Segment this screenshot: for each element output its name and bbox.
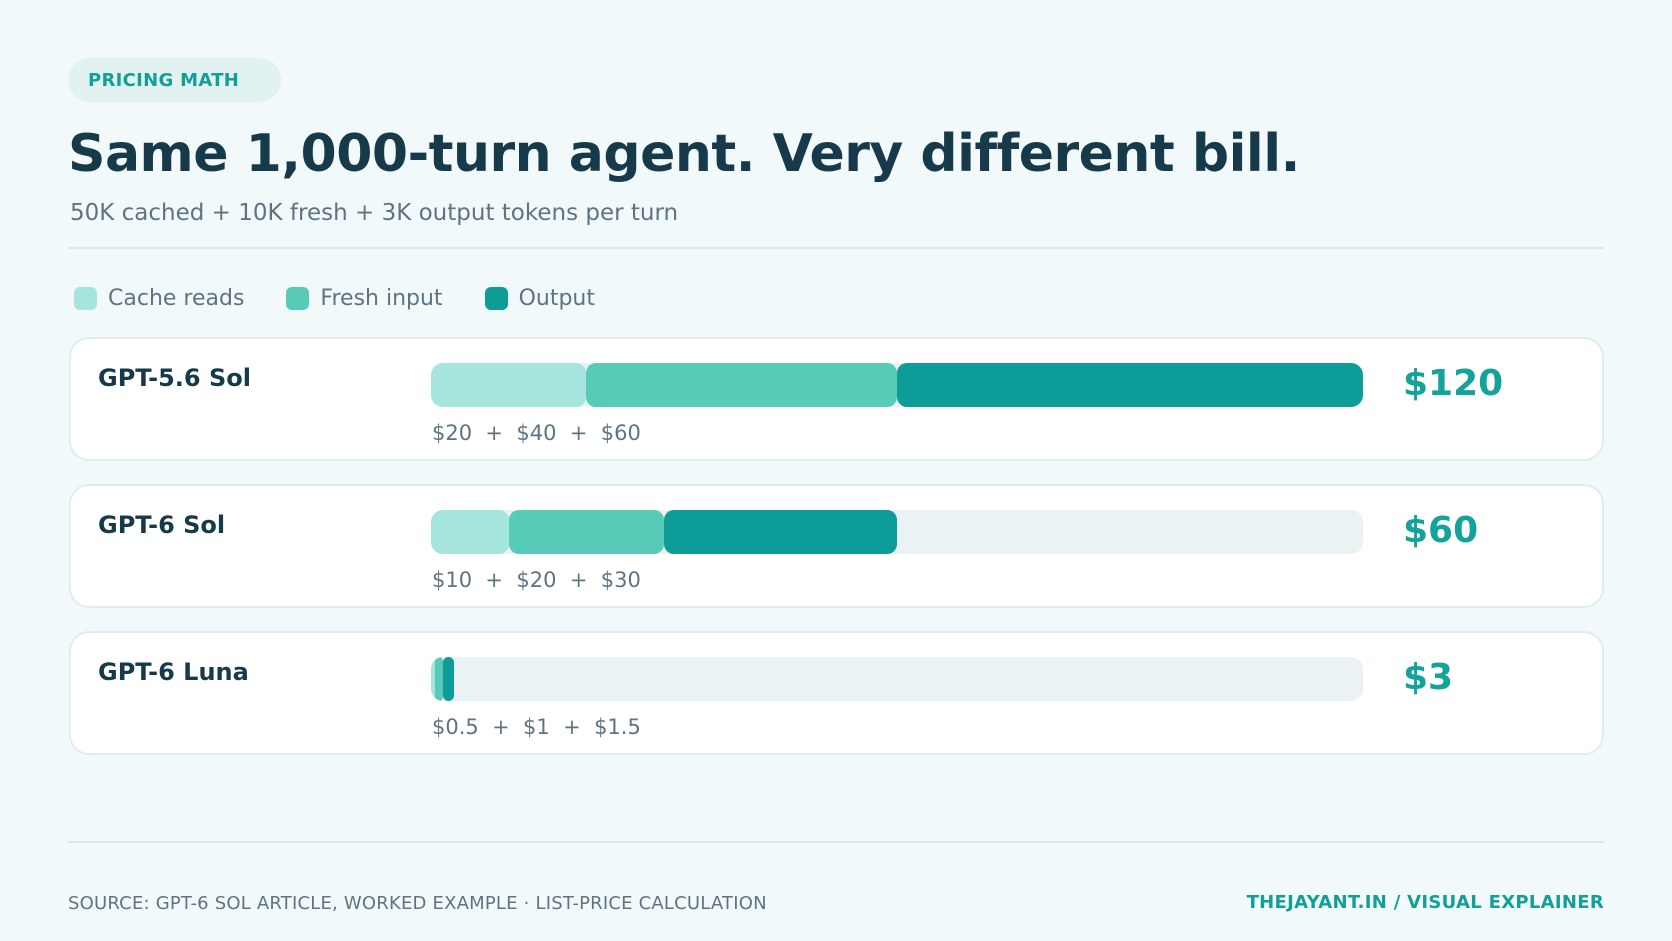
cost-breakdown: $20 + $40 + $60: [432, 421, 641, 445]
model-card-gpt-6-luna: GPT-6 Luna $0.5 + $1 + $1.5 $3: [69, 631, 1604, 755]
model-card-gpt-6-sol: GPT-6 Sol $10 + $20 + $30 $60: [69, 484, 1604, 608]
cost-bar-track: [431, 363, 1363, 407]
total-cost: $60: [1403, 510, 1479, 551]
chart-title: Same 1,000-turn agent. Very different bi…: [68, 124, 1300, 184]
cost-breakdown: $10 + $20 + $30: [432, 568, 641, 592]
legend-swatch-fresh-input: [286, 287, 310, 310]
legend-swatch-cache-reads: [74, 287, 97, 310]
brand-credit: THEJAYANT.IN / VISUAL EXPLAINER: [1246, 892, 1604, 913]
legend-label: Cache reads: [108, 286, 245, 311]
model-card-gpt-5-6-sol: GPT-5.6 Sol $20 + $40 + $60 $120: [69, 337, 1604, 461]
total-cost: $3: [1403, 657, 1454, 698]
cost-bar-track: [431, 510, 1363, 554]
cache-reads-segment: [431, 510, 509, 554]
header-divider: [68, 247, 1604, 249]
model-name: GPT-5.6 Sol: [98, 364, 251, 392]
cost-bar-track: [431, 657, 1363, 701]
model-name: GPT-6 Luna: [98, 658, 249, 686]
output-segment: [442, 657, 455, 701]
fresh-input-segment: [434, 657, 443, 701]
legend-item-cache-reads: Cache reads: [74, 286, 244, 311]
footer-divider: [68, 841, 1604, 843]
cache-reads-segment: [431, 363, 587, 407]
fresh-input-segment: [508, 510, 664, 554]
model-name: GPT-6 Sol: [98, 511, 226, 539]
source-note: SOURCE: GPT-6 SOL ARTICLE, WORKED EXAMPL…: [68, 893, 767, 914]
legend-swatch-output: [484, 287, 508, 310]
legend-label: Fresh input: [320, 286, 443, 311]
legend-item-fresh-input: Fresh input: [286, 286, 443, 311]
fresh-input-segment: [586, 363, 897, 407]
legend: Cache reads Fresh input Output: [74, 286, 637, 311]
cache-reads-segment: [431, 657, 435, 701]
section-tag: PRICING MATH: [68, 58, 281, 102]
legend-item-output: Output: [484, 286, 595, 311]
chart-subtitle: 50K cached + 10K fresh + 3K output token…: [70, 200, 679, 226]
output-segment: [897, 363, 1363, 407]
output-segment: [664, 510, 897, 554]
total-cost: $120: [1403, 363, 1504, 404]
cost-breakdown: $0.5 + $1 + $1.5: [432, 715, 641, 739]
legend-label: Output: [518, 286, 595, 311]
